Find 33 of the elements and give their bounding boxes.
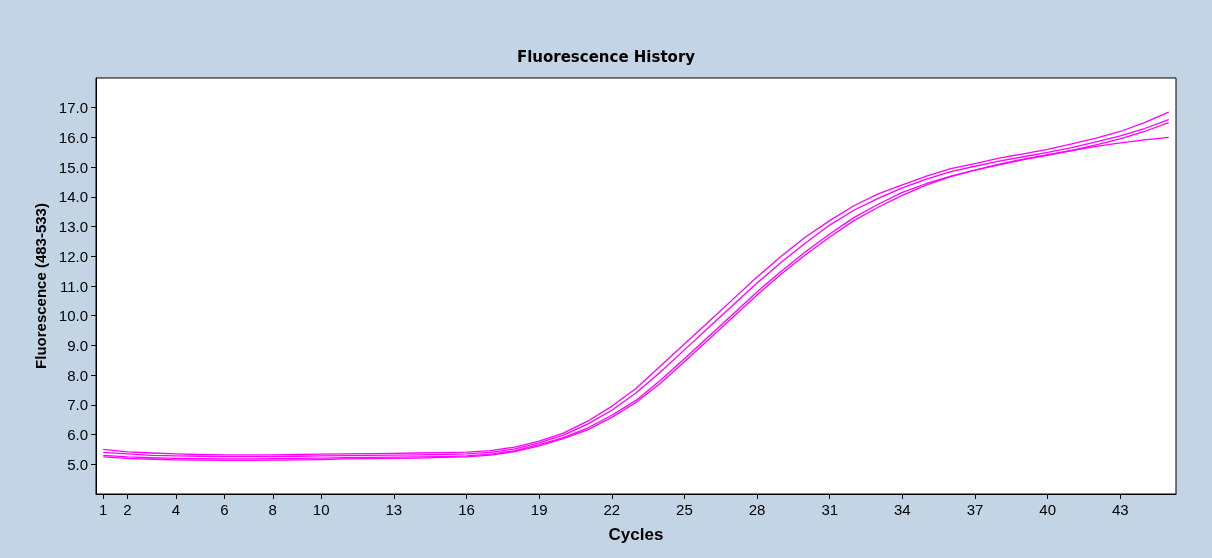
y-tick-label: 10.0 xyxy=(58,307,88,325)
x-tick-label: 28 xyxy=(748,501,766,518)
y-tick-label: 9.0 xyxy=(67,336,88,354)
x-tick-label: 16 xyxy=(458,501,475,518)
y-tick-label: 17.0 xyxy=(58,99,88,117)
x-tick-label: 43 xyxy=(1111,501,1129,518)
x-tick-label: 31 xyxy=(821,501,839,518)
y-axis-title: Fluorescence (483-533) xyxy=(31,203,49,369)
y-tick-label: 13.0 xyxy=(58,218,88,236)
x-tick-label: 1 xyxy=(99,501,108,518)
chart-title: Fluorescence History xyxy=(516,47,696,66)
x-tick-label: 2 xyxy=(123,501,132,518)
y-tick-label: 14.0 xyxy=(58,188,88,206)
x-tick-label: 40 xyxy=(1039,501,1056,518)
x-tick-label: 19 xyxy=(530,501,548,518)
x-tick-label: 10 xyxy=(312,501,330,518)
x-tick-label: 37 xyxy=(966,501,984,518)
y-tick-label: 8.0 xyxy=(67,366,88,384)
x-axis-title: Cycles xyxy=(608,525,664,544)
y-tick-label: 5.0 xyxy=(67,455,88,473)
y-tick-label: 11.0 xyxy=(59,277,88,295)
y-tick-label: 16.0 xyxy=(58,128,88,146)
y-tick-label: 15.0 xyxy=(58,158,88,176)
y-tick-label: 12.0 xyxy=(58,247,88,265)
x-tick-label: 8 xyxy=(268,501,277,518)
x-tick-label: 4 xyxy=(171,501,181,518)
x-tick-label: 34 xyxy=(894,501,911,518)
y-tick-label: 7.0 xyxy=(67,396,88,414)
x-tick-label: 6 xyxy=(220,501,229,518)
x-tick-label: 13 xyxy=(385,501,403,518)
x-tick-label: 22 xyxy=(603,501,621,518)
y-tick-label: 6.0 xyxy=(67,426,88,444)
x-tick-label: 25 xyxy=(676,501,693,518)
